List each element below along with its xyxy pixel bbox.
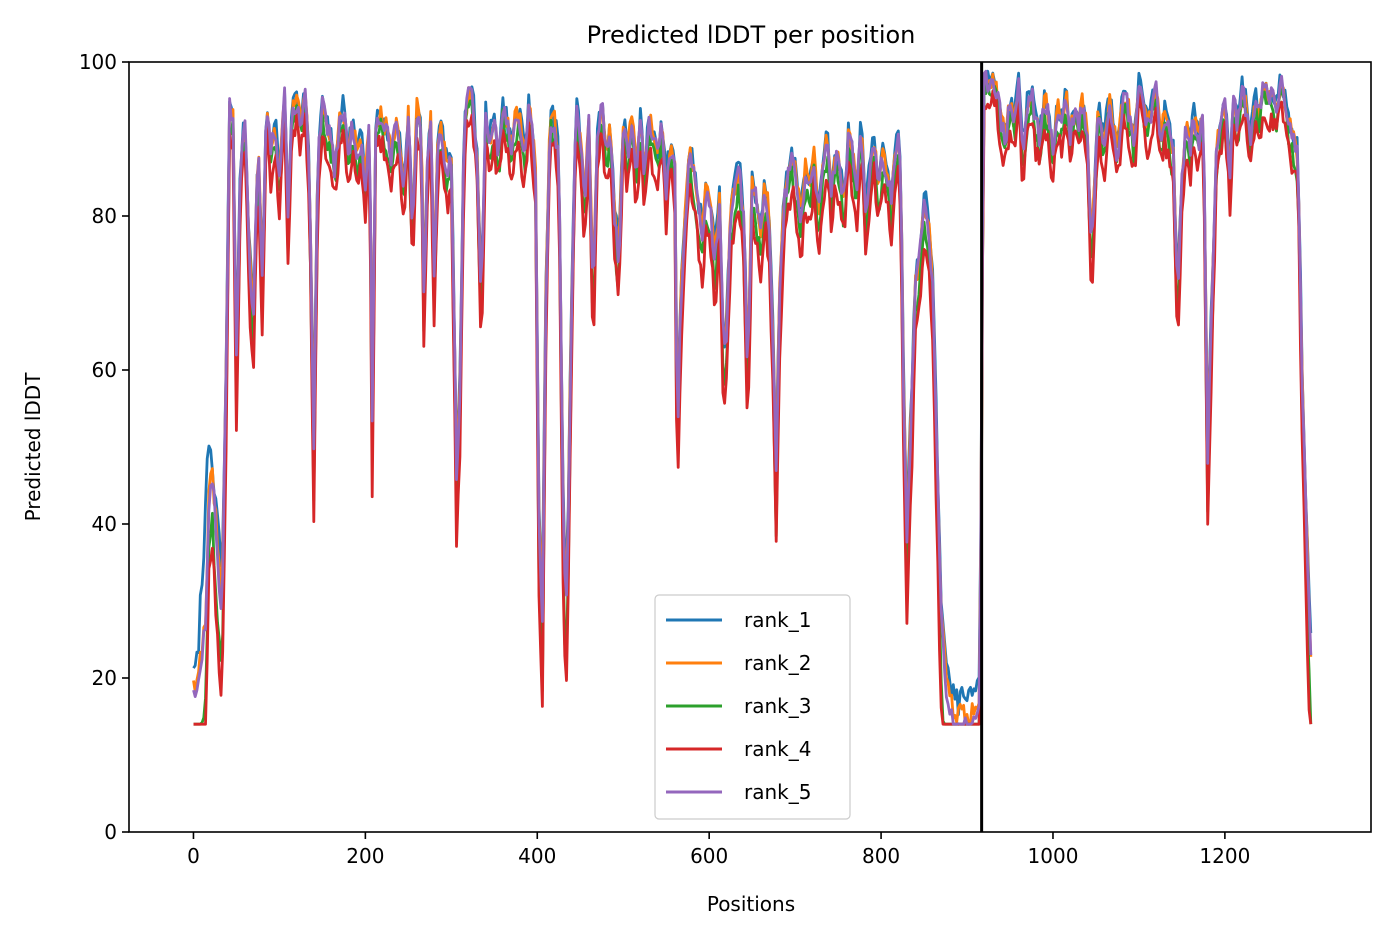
x-tick-label: 1200: [1199, 844, 1250, 868]
x-tick-label: 1000: [1028, 844, 1079, 868]
legend-label: rank_4: [744, 737, 811, 761]
y-tick-label: 80: [92, 204, 117, 228]
x-axis-label: Positions: [707, 892, 795, 916]
legend-box: [654, 594, 851, 820]
x-tick-label: 800: [862, 844, 900, 868]
legend-label: rank_2: [744, 651, 811, 675]
x-tick-label: 400: [518, 844, 556, 868]
y-tick-label: 40: [92, 512, 117, 536]
legend-label: rank_1: [744, 608, 811, 632]
x-tick-label: 0: [187, 844, 200, 868]
y-tick-label: 100: [79, 50, 117, 74]
y-axis-label: Predicted lDDT: [21, 372, 45, 522]
x-axis: 0 200 400 600 800 1000 1200: [187, 832, 1250, 868]
y-tick-label: 60: [92, 358, 117, 382]
legend: rank_1 rank_2 rank_3 rank_4 rank_5: [654, 594, 851, 820]
x-tick-label: 200: [346, 844, 384, 868]
plot-area: [192, 62, 1313, 832]
series-line-rank-5: [192, 69, 1313, 726]
chart-title: Predicted lDDT per position: [587, 21, 916, 49]
plot-frame: [128, 61, 1372, 833]
y-tick-label: 0: [104, 820, 117, 844]
y-axis: 0 20 40 60 80 100: [79, 50, 129, 844]
y-tick-label: 20: [92, 666, 117, 690]
legend-label: rank_3: [744, 694, 811, 718]
legend-label: rank_5: [744, 780, 811, 804]
x-tick-label: 600: [690, 844, 728, 868]
